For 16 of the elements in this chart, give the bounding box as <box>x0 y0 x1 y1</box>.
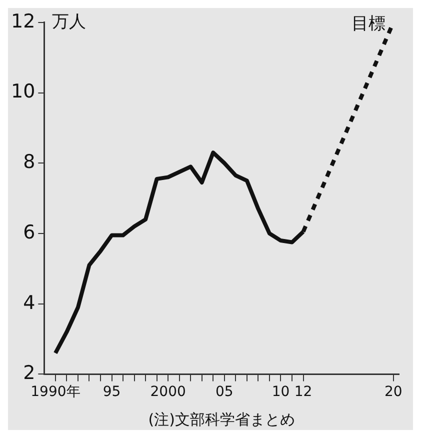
y-axis-title: 万人 <box>52 12 86 32</box>
y-tick-label: 2 <box>23 362 36 384</box>
x-tick-label: 95 <box>102 384 121 400</box>
series-label: 目標 <box>351 14 386 34</box>
x-tick-label: 12 <box>294 384 312 400</box>
y-tick-label: 8 <box>23 151 36 174</box>
x-tick-label: 2000 <box>150 384 186 400</box>
x-tick-label: 10 <box>272 384 290 400</box>
y-tick-label: 4 <box>23 292 36 314</box>
x-tick-label: 05 <box>215 384 234 400</box>
y-tick-label: 10 <box>10 80 36 103</box>
x-tick-label: 1990年 <box>30 384 80 400</box>
text: (注)文部科学省まとめ <box>148 410 295 428</box>
x-tick-label: 20 <box>384 384 402 400</box>
y-tick-label: 6 <box>23 221 36 244</box>
y-tick-label: 12 <box>10 10 36 32</box>
